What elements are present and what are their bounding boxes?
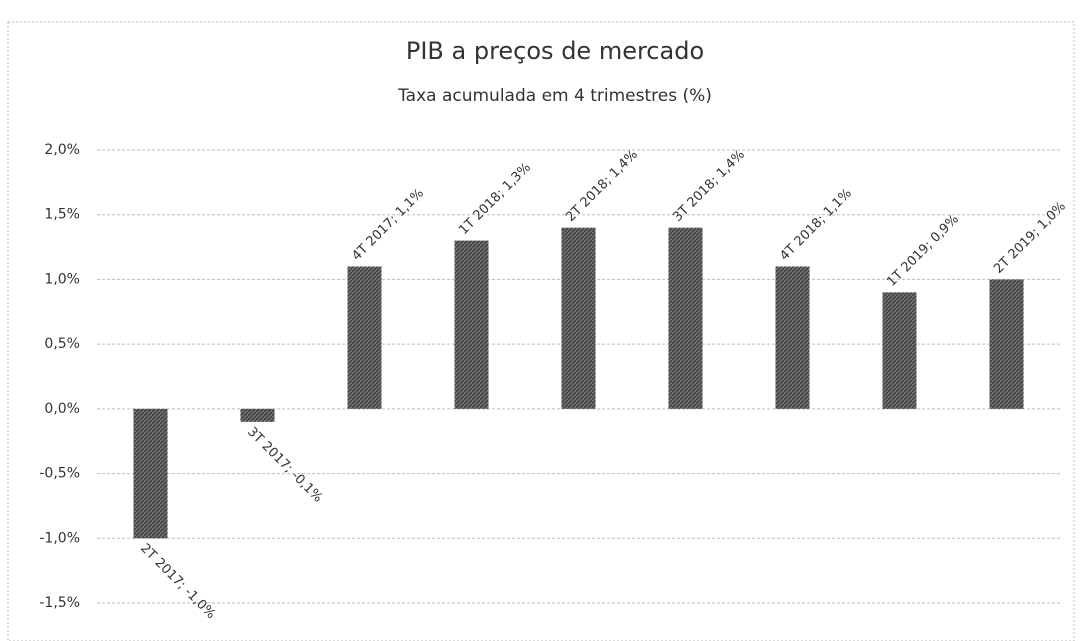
bar — [668, 227, 703, 409]
bar — [989, 279, 1024, 409]
chart-subtitle: Taxa acumulada em 4 trimestres (%) — [397, 86, 712, 106]
bar — [775, 266, 810, 409]
bar — [240, 408, 275, 422]
y-tick-label: 0,5% — [44, 336, 80, 352]
y-tick-label: 0,0% — [44, 401, 80, 417]
y-tick-label: 2,0% — [44, 142, 80, 158]
bar — [133, 408, 168, 539]
y-tick-label: -0,5% — [39, 466, 80, 482]
bar — [561, 227, 596, 409]
chart-title: PIB a preços de mercado — [406, 37, 704, 65]
y-tick-label: 1,0% — [44, 271, 80, 287]
y-tick-label: -1,0% — [39, 530, 80, 546]
bar — [882, 292, 917, 409]
bar — [347, 266, 382, 409]
y-tick-label: 1,5% — [44, 207, 80, 223]
bar — [454, 240, 489, 409]
y-tick-label: -1,5% — [39, 595, 80, 611]
